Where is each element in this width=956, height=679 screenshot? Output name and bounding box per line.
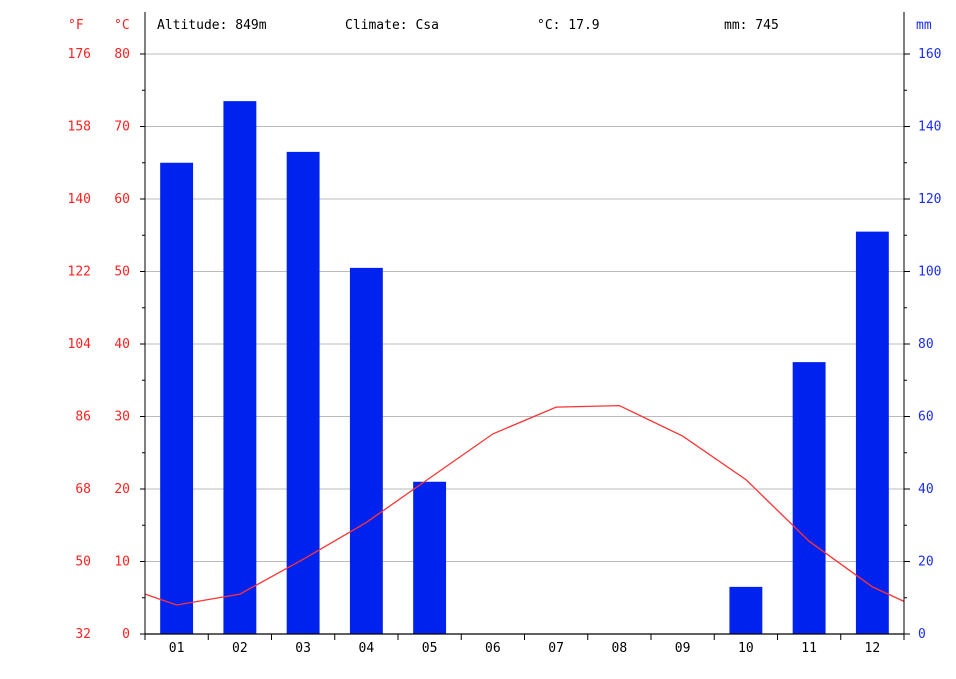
celsius-tick-label: 10 [114,555,130,570]
precip-total-label: mm: 745 [724,18,779,33]
month-label: 02 [232,641,248,656]
celsius-tick-label: 30 [114,410,130,425]
mm-tick-label: 100 [918,265,941,280]
mm-tick-label: 60 [918,410,934,425]
altitude-label: Altitude: 849m [157,18,267,33]
precipitation-bar [223,101,257,634]
fahrenheit-tick-label: 140 [68,192,91,207]
mm-tick-label: 120 [918,192,941,207]
fahrenheit-tick-label: 176 [68,47,91,62]
month-label: 07 [548,641,564,656]
mm-unit-label: mm [916,18,932,33]
precipitation-bar [349,267,383,634]
celsius-tick-label: 0 [122,627,130,642]
temperature-line [144,404,905,606]
month-label: 10 [738,641,754,656]
precipitation-bar [413,481,447,634]
fahrenheit-tick-label: 32 [75,627,91,642]
precipitation-bar [160,162,194,634]
celsius-unit-label: °C [114,18,130,33]
mm-tick-label: 0 [918,627,926,642]
axis-ticks: 0 32 10 50 20 68 30 86 40 104 50 122 60 140 70 158 80 176… [68,47,942,656]
celsius-tick-label: 60 [114,192,130,207]
precipitation-bar [729,586,763,634]
month-label: 05 [422,641,438,656]
axes [144,12,905,635]
precipitation-bars [160,101,889,634]
month-label: 08 [612,641,628,656]
avg-temp-label: °C: 17.9 [537,18,600,33]
celsius-tick-label: 50 [114,265,130,280]
mm-tick-label: 80 [918,337,934,352]
month-label: 03 [295,641,311,656]
month-label: 09 [675,641,691,656]
precipitation-bar [286,151,320,634]
celsius-tick-label: 40 [114,337,130,352]
month-label: 12 [865,641,881,656]
mm-tick-label: 140 [918,120,941,135]
fahrenheit-tick-label: 86 [75,410,91,425]
fahrenheit-unit-label: °F [68,18,84,33]
fahrenheit-tick-label: 68 [75,482,91,497]
month-label: 06 [485,641,501,656]
celsius-tick-label: 80 [114,47,130,62]
mm-tick-label: 160 [918,47,941,62]
month-label: 04 [359,641,375,656]
celsius-tick-label: 20 [114,482,130,497]
climate-label: Climate: Csa [345,18,439,33]
mm-tick-label: 20 [918,555,934,570]
celsius-tick-label: 70 [114,120,130,135]
precipitation-bar [855,231,889,634]
grid-lines [145,53,904,562]
fahrenheit-tick-label: 122 [68,265,91,280]
precipitation-bar [792,362,826,634]
month-label: 01 [169,641,185,656]
fahrenheit-tick-label: 104 [68,337,92,352]
mm-tick-label: 40 [918,482,934,497]
fahrenheit-tick-label: 158 [68,120,91,135]
month-label: 11 [801,641,817,656]
fahrenheit-tick-label: 50 [75,555,91,570]
